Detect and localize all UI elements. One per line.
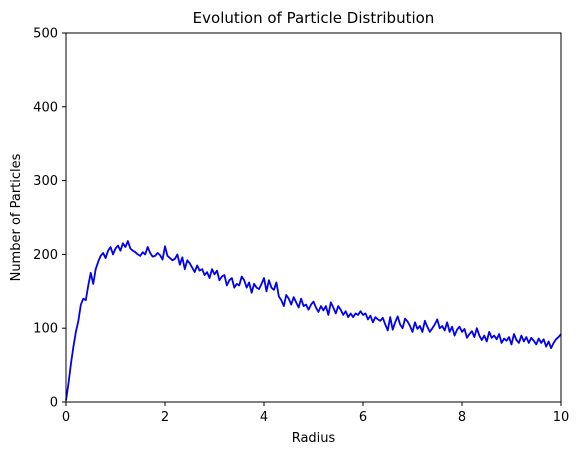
x-axis: 0 2 4 6 8 10 [62, 402, 569, 425]
y-tick-label: 0 [50, 396, 58, 411]
x-tick-label: 6 [359, 410, 367, 425]
x-tick-label: 2 [161, 410, 169, 425]
x-tick-label: 0 [62, 410, 70, 425]
y-tick-label: 300 [33, 174, 58, 189]
x-tick-label: 10 [553, 410, 570, 425]
x-tick-label: 4 [260, 410, 268, 425]
y-tick-label: 500 [33, 27, 58, 42]
plot-frame [65, 32, 562, 403]
chart-title: Evolution of Particle Distribution [193, 9, 435, 27]
y-axis: 0 100 200 300 400 500 [33, 27, 66, 411]
y-axis-label: Number of Particles [9, 153, 24, 281]
x-tick-label: 8 [458, 410, 466, 425]
data-line [65, 240, 562, 401]
y-tick-label: 100 [33, 322, 58, 337]
y-tick-label: 400 [33, 100, 58, 115]
x-axis-label: Radius [292, 431, 336, 446]
y-tick-label: 200 [33, 248, 58, 263]
